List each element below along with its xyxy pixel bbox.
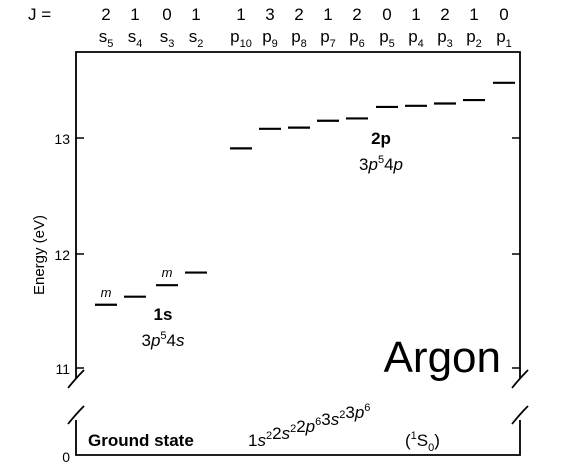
right-break-top: [511, 369, 529, 389]
state-label: p8: [291, 27, 307, 50]
j-value: 2: [440, 5, 449, 24]
group-2p-name: 2p: [371, 129, 391, 148]
tick-label-0: 0: [62, 449, 70, 465]
j-value: 1: [236, 5, 245, 24]
tick-label-11: 11: [55, 361, 70, 377]
group-2p-config: 3p54p: [359, 154, 403, 174]
element-name: Argon: [384, 333, 501, 382]
state-labels: s5 s4 s3 s2 p10 p9 p8 p7 p6 p5 p4 p3 p2 p1: [99, 27, 512, 50]
state-label: p2: [466, 27, 482, 50]
axis-frame: [67, 51, 529, 456]
metastable-marks: mm: [101, 265, 173, 300]
metastable-mark: m: [162, 265, 173, 280]
j-value: 1: [323, 5, 332, 24]
left-break-bottom: [67, 405, 85, 425]
state-label: s4: [128, 27, 143, 50]
j-value: 1: [191, 5, 200, 24]
state-label: p5: [379, 27, 395, 50]
energy-levels: [95, 81, 515, 306]
j-value: 2: [294, 5, 303, 24]
state-label: p4: [408, 27, 424, 50]
group-1s-name: 1s: [154, 305, 173, 324]
state-label: p9: [262, 27, 278, 50]
j-value: 0: [499, 5, 508, 24]
ground-state-term: (1S0): [405, 430, 440, 454]
tick-label-12: 12: [54, 247, 70, 263]
j-value: 1: [411, 5, 420, 24]
metastable-mark: m: [101, 285, 112, 300]
state-label: p7: [320, 27, 336, 50]
j-label: J =: [28, 5, 51, 24]
y-ticks: [76, 137, 520, 369]
upper-frame: [75, 51, 521, 378]
state-label: s3: [160, 27, 175, 50]
j-value: 0: [382, 5, 391, 24]
ground-state-config: 1s22s22p63s23p6: [248, 402, 370, 450]
j-value: 3: [265, 5, 274, 24]
j-value: 2: [352, 5, 361, 24]
y-axis-label: Energy (eV): [31, 215, 48, 295]
j-value: 2: [101, 5, 110, 24]
j-values: 2 1 0 1 1 3 2 1 2 0 1 2 1 0: [101, 5, 508, 24]
j-value: 1: [469, 5, 478, 24]
right-break-bottom: [511, 405, 529, 425]
state-label: p1: [496, 27, 512, 50]
state-label: p3: [437, 27, 453, 50]
state-label: s5: [99, 27, 114, 50]
state-label: p6: [349, 27, 365, 50]
j-value: 1: [130, 5, 139, 24]
tick-label-13: 13: [54, 131, 70, 147]
state-label: s2: [189, 27, 204, 50]
group-1s-config: 3p54s: [141, 330, 185, 350]
left-break-top: [67, 369, 85, 389]
lower-frame: [75, 420, 521, 456]
ground-state-label: Ground state: [88, 431, 194, 450]
state-label: p10: [230, 27, 252, 50]
j-value: 0: [162, 5, 171, 24]
